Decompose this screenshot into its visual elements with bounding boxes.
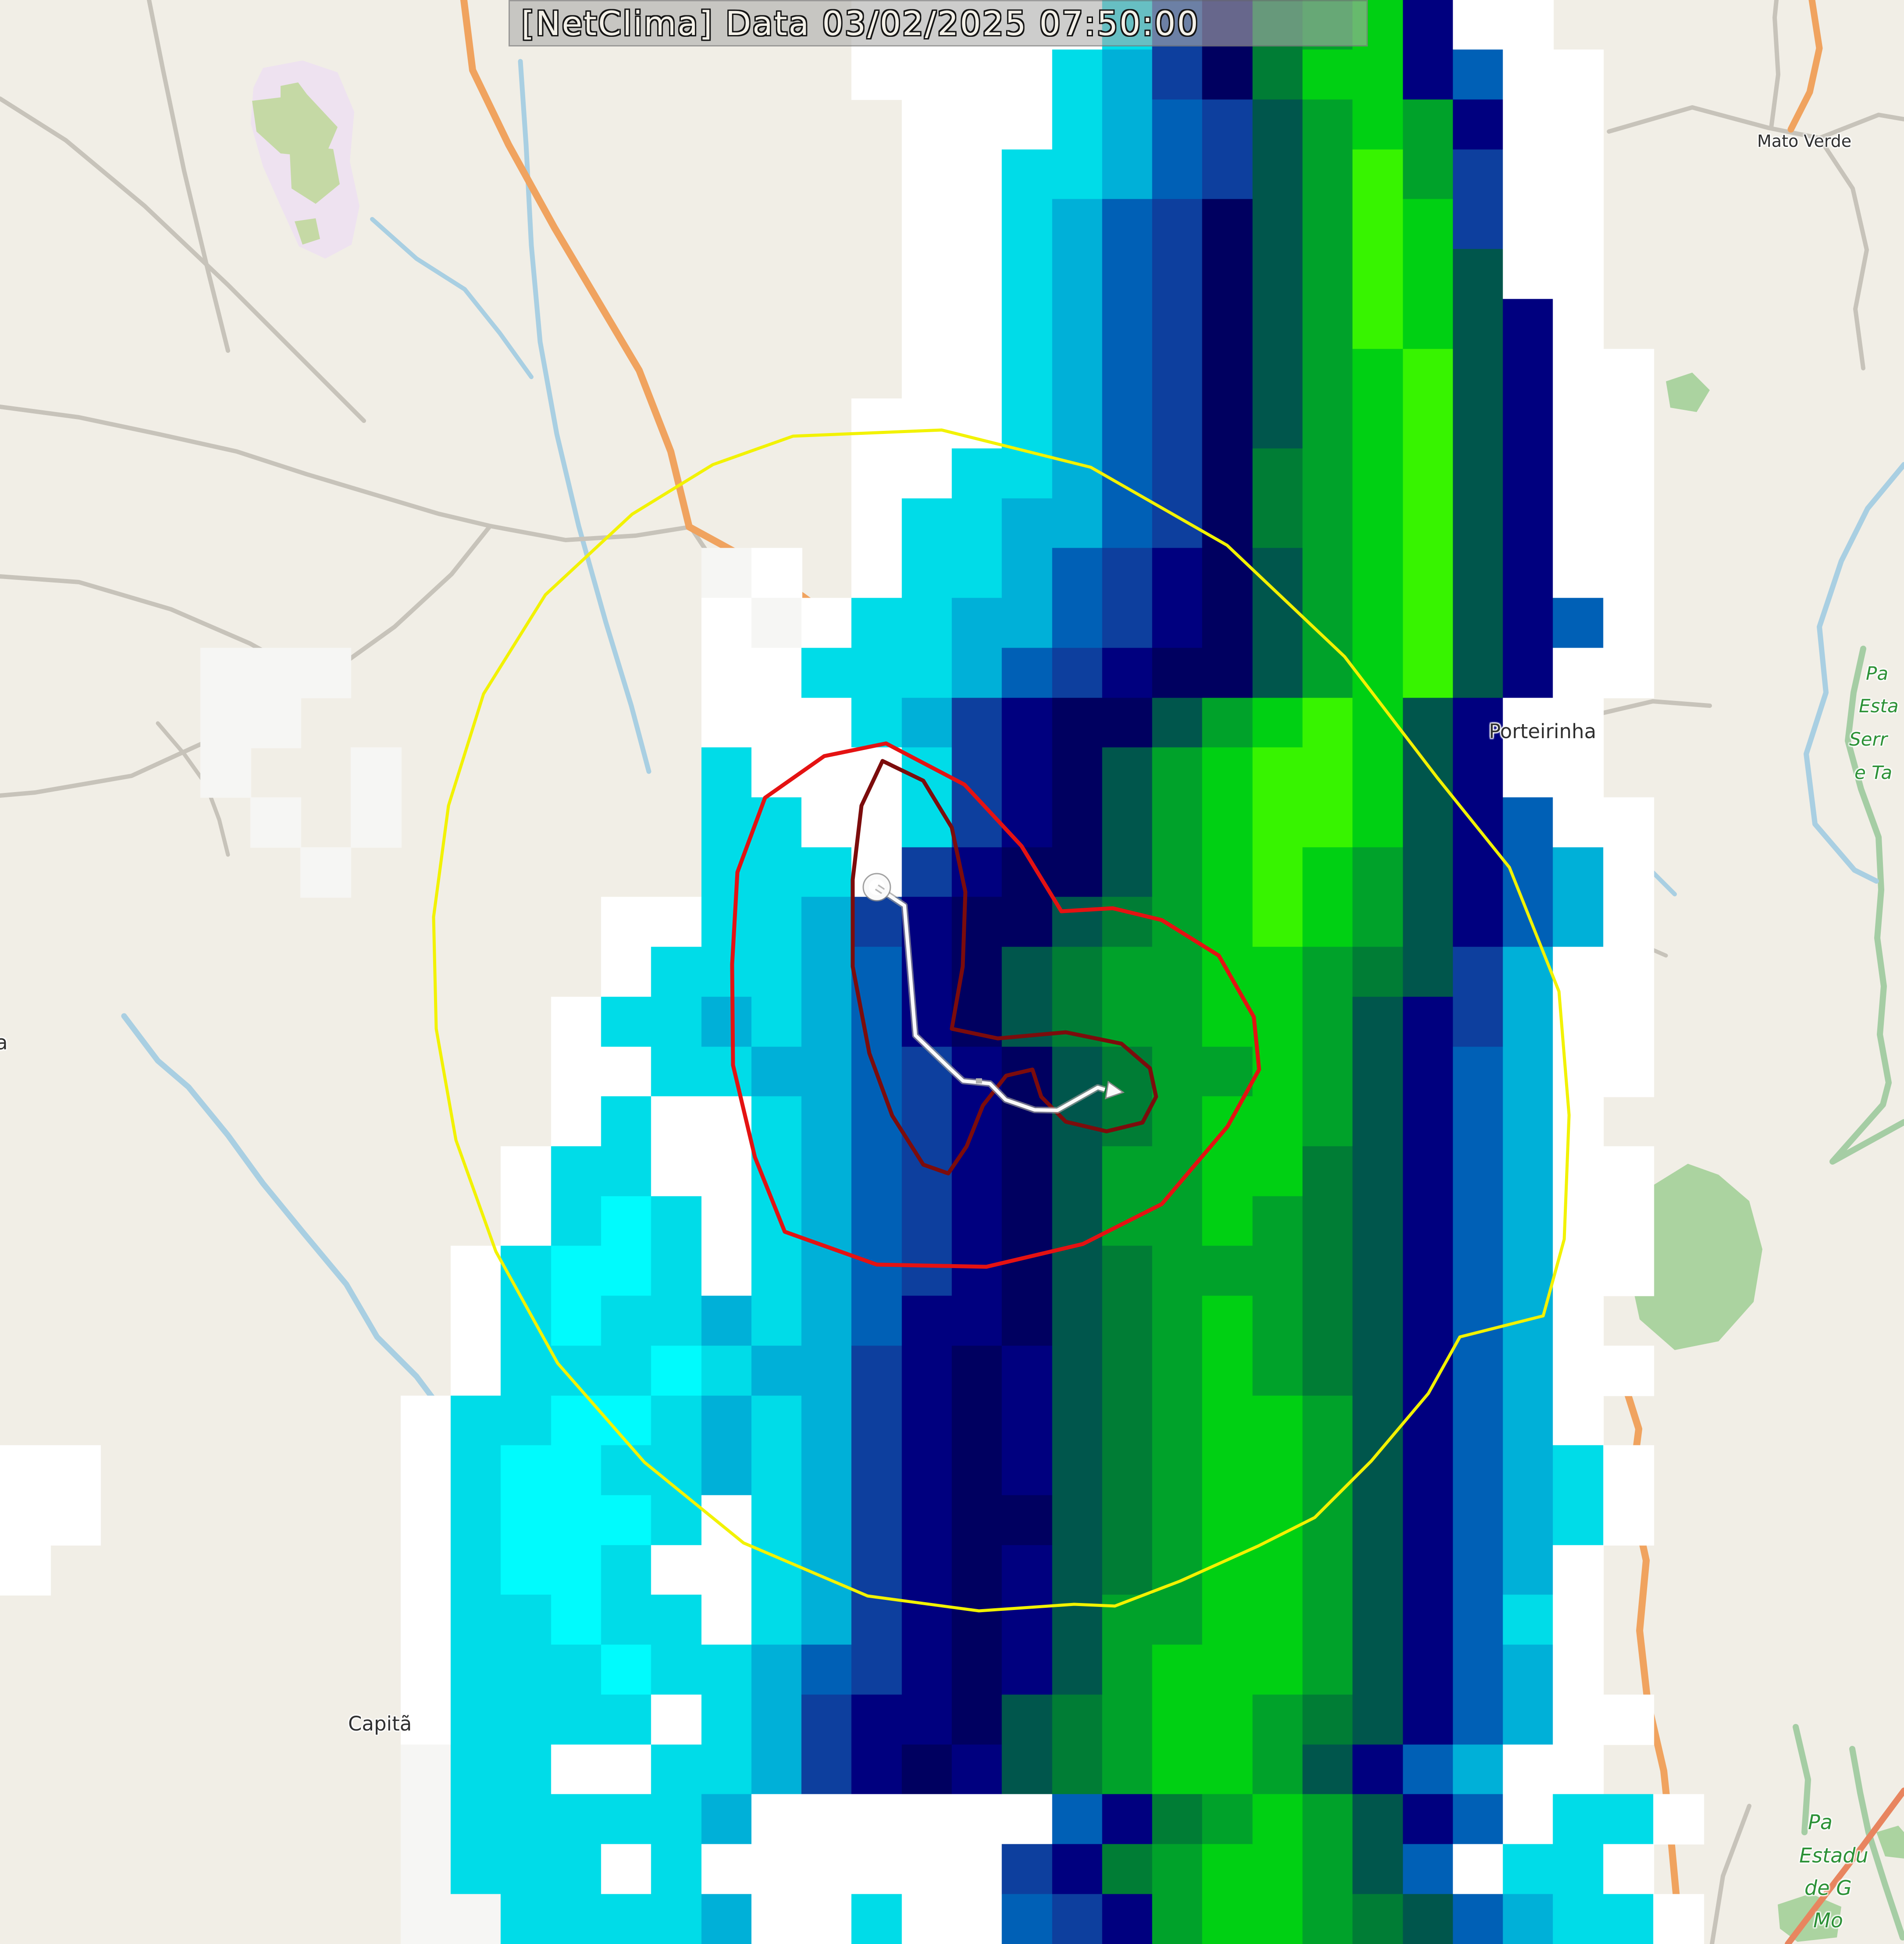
storm-track-line bbox=[875, 885, 1106, 1112]
titlebar-text: [NetClima] Data 03/02/2025 07:50:00 bbox=[521, 4, 1199, 43]
storm-contour-red bbox=[730, 741, 1261, 1269]
storm-track-start-marker-outline bbox=[862, 873, 891, 902]
storm-range-ring-outer bbox=[432, 428, 1571, 1613]
storm-track-tick bbox=[976, 1078, 982, 1084]
titlebar: [NetClima] Data 03/02/2025 07:50:00 bbox=[509, 0, 1368, 46]
storm-track-start-marker bbox=[864, 874, 890, 900]
storm-contour-maroon bbox=[851, 759, 1158, 1176]
storm-track-end-arrow bbox=[1105, 1080, 1125, 1100]
